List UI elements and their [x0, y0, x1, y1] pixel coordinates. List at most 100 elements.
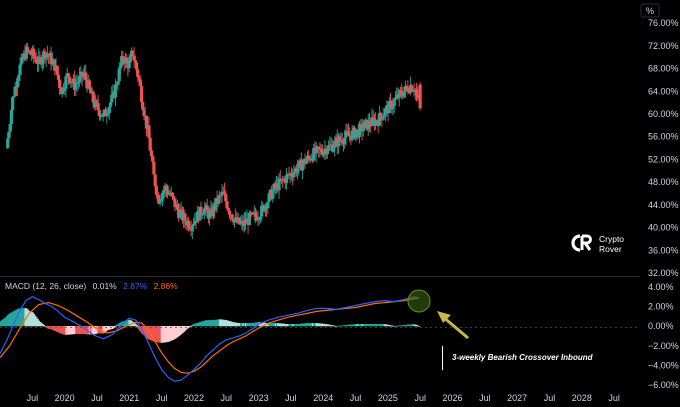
time-tick-label: Jul [285, 393, 297, 403]
price-axis: % 76.00% 72.00% 68.00% 64.00% 60.00% 56.00% 52… [640, 3, 679, 278]
candle-body [350, 130, 354, 140]
price-tick-label: 44.00% [648, 200, 679, 210]
macd-histogram-bar [41, 324, 45, 327]
time-tick-label: 2021 [119, 393, 139, 403]
candle-body [255, 216, 259, 221]
candle-body [391, 105, 395, 110]
macd-histogram-bar [189, 326, 193, 327]
candle-body [397, 90, 401, 99]
candle-body [314, 146, 318, 154]
candle-body [392, 99, 396, 106]
candle-body [117, 68, 121, 82]
candle-body [34, 58, 38, 63]
candle-body [105, 114, 109, 116]
candle-body [17, 74, 21, 82]
time-tick-label: Jul [479, 393, 491, 403]
candle-body [64, 76, 68, 89]
percent-scale-toggle[interactable] [640, 3, 660, 18]
candle-body [132, 56, 136, 61]
time-tick-label: 2027 [507, 393, 527, 403]
macd-hist-value: 0.01% [93, 281, 118, 291]
candle-body [325, 150, 329, 155]
candle-body [418, 84, 422, 109]
price-tick-label: 72.00% [648, 41, 679, 51]
candle-body [148, 137, 152, 151]
candle-body [139, 85, 144, 102]
price-tick-label: 68.00% [648, 64, 679, 74]
arrow-head [437, 311, 451, 323]
macd-histogram-bar [134, 324, 138, 327]
candle-body [344, 131, 348, 138]
candle-body [24, 46, 28, 59]
candle-body [164, 186, 168, 191]
candle-body [381, 116, 385, 120]
annotation-arrow-icon [437, 311, 469, 340]
candle-body [224, 193, 228, 202]
macd-title-text[interactable]: MACD (12, 26, close) [5, 281, 86, 291]
candle-body [53, 59, 57, 71]
macd-histogram-bar [415, 325, 420, 327]
candle-body [9, 110, 14, 124]
candle-body [103, 109, 108, 116]
candle-body [208, 212, 212, 219]
time-tick-label: 2024 [313, 393, 333, 403]
price-tick-label: 36.00% [648, 245, 679, 255]
candle-body [410, 85, 414, 92]
candle-body [37, 56, 41, 64]
candle-body [16, 81, 20, 88]
candle-body [300, 163, 305, 171]
candle-body [50, 59, 54, 65]
candle-body [66, 73, 71, 77]
candle-body [108, 102, 113, 107]
candle-body [13, 86, 17, 97]
time-axis: Jul 2020 Jul 2021 Jul 2022 Jul 2023 Jul 2024 Jul 20… [27, 393, 620, 403]
candle-body [263, 205, 268, 212]
candle-body [402, 91, 406, 97]
candle-body [222, 191, 227, 194]
time-tick-label: Jul [91, 393, 103, 403]
candle-body [414, 89, 419, 96]
candle-body [44, 53, 48, 59]
candle-body [405, 85, 409, 88]
candle-body [178, 210, 182, 218]
candle-body [326, 145, 331, 151]
time-tick-label: Jul [221, 393, 233, 403]
annotation-text: 3-weekly Bearish Crossover Inbound [452, 353, 594, 362]
candle-body [305, 155, 310, 161]
price-tick-label: 76.00% [648, 18, 679, 28]
candle-body [113, 84, 118, 98]
candle-body [199, 206, 203, 215]
time-tick-label: 2025 [378, 393, 398, 403]
candle-body [266, 201, 270, 209]
candle-body [154, 186, 158, 195]
candle-body [137, 77, 141, 80]
candle-body [134, 62, 139, 70]
percent-scale-label: % [646, 6, 654, 16]
candle-body [226, 208, 230, 211]
candle-body [382, 114, 386, 117]
candle-body [201, 213, 206, 215]
candle-body [393, 97, 398, 100]
candle-body [289, 173, 294, 176]
candle-body [60, 87, 64, 95]
time-tick-label: 2028 [572, 393, 592, 403]
candle-body [128, 56, 132, 63]
price-tick-label: 60.00% [648, 109, 679, 119]
macd-legend: MACD (12, 26, close) 0.01% 2.87% 2.86% [5, 281, 178, 291]
candle-body [136, 69, 140, 78]
candle-body [75, 82, 79, 84]
candle-body [172, 196, 176, 199]
candle-body [91, 91, 95, 103]
candle-body [398, 90, 403, 92]
candle-body [211, 205, 215, 216]
candle-body [331, 147, 336, 152]
candle-body [7, 131, 11, 139]
candle-body [158, 200, 162, 204]
price-tick-label: 64.00% [648, 86, 679, 96]
candle-body [297, 161, 301, 169]
time-tick-label: Jul [608, 393, 620, 403]
candle-body [296, 168, 300, 173]
candle-body [346, 132, 351, 136]
time-tick-label: Jul [544, 393, 556, 403]
macd-tick-label: 2.00% [648, 301, 674, 311]
